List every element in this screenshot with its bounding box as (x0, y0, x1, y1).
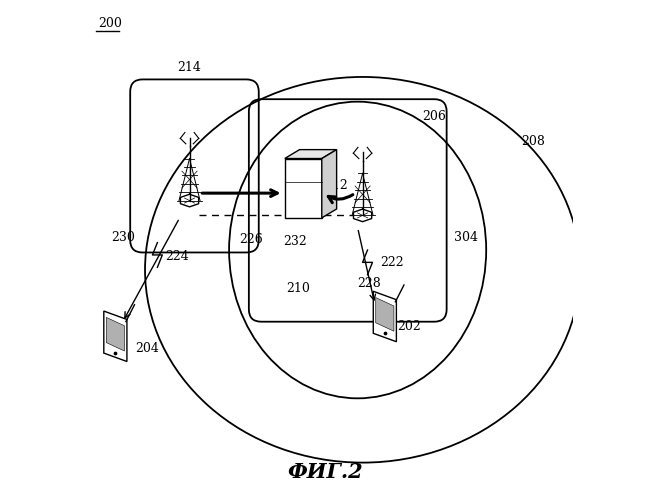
FancyArrowPatch shape (328, 194, 353, 202)
Polygon shape (284, 150, 337, 158)
Polygon shape (322, 150, 337, 218)
Text: ФИГ.2: ФИГ.2 (288, 462, 363, 482)
Text: 228: 228 (357, 277, 381, 290)
Polygon shape (284, 158, 322, 218)
Text: 202: 202 (397, 320, 421, 333)
Text: 200: 200 (98, 17, 122, 30)
Polygon shape (106, 318, 124, 351)
Text: 224: 224 (165, 250, 189, 263)
Text: 214: 214 (178, 62, 201, 74)
Text: 304: 304 (454, 231, 478, 244)
Text: 222: 222 (380, 256, 404, 269)
Text: 206: 206 (422, 110, 446, 123)
Text: 212: 212 (324, 179, 348, 192)
Text: 210: 210 (286, 282, 310, 295)
Text: 204: 204 (135, 342, 159, 355)
Text: 230: 230 (111, 231, 135, 244)
Polygon shape (376, 298, 394, 331)
Polygon shape (104, 311, 127, 362)
Text: 226: 226 (239, 232, 263, 245)
Text: 232: 232 (283, 235, 307, 248)
Text: 208: 208 (521, 134, 545, 147)
Polygon shape (373, 292, 396, 342)
